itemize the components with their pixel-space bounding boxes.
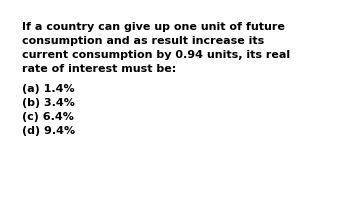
Text: current consumption by 0.94 units, its real: current consumption by 0.94 units, its r… bbox=[22, 50, 290, 60]
Text: (c) 6.4%: (c) 6.4% bbox=[22, 112, 74, 122]
Text: consumption and as result increase its: consumption and as result increase its bbox=[22, 36, 264, 46]
Text: (b) 3.4%: (b) 3.4% bbox=[22, 98, 75, 108]
Text: (d) 9.4%: (d) 9.4% bbox=[22, 126, 75, 136]
Text: rate of interest must be:: rate of interest must be: bbox=[22, 64, 176, 74]
Text: If a country can give up one unit of future: If a country can give up one unit of fut… bbox=[22, 22, 285, 32]
Text: (a) 1.4%: (a) 1.4% bbox=[22, 84, 75, 94]
